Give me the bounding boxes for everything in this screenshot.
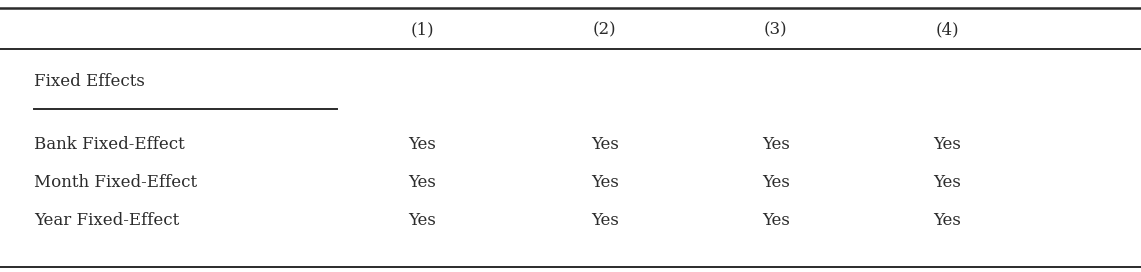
Text: Fixed Effects: Fixed Effects (34, 73, 145, 90)
Text: Yes: Yes (933, 212, 961, 229)
Text: Yes: Yes (591, 136, 618, 153)
Text: (2): (2) (593, 21, 616, 38)
Text: Month Fixed-Effect: Month Fixed-Effect (34, 174, 197, 191)
Text: Yes: Yes (408, 212, 436, 229)
Text: Bank Fixed-Effect: Bank Fixed-Effect (34, 136, 185, 153)
Text: Yes: Yes (591, 212, 618, 229)
Text: (3): (3) (764, 21, 787, 38)
Text: Yes: Yes (762, 174, 790, 191)
Text: Yes: Yes (762, 136, 790, 153)
Text: Yes: Yes (933, 136, 961, 153)
Text: (1): (1) (411, 21, 434, 38)
Text: Yes: Yes (591, 174, 618, 191)
Text: (4): (4) (936, 21, 958, 38)
Text: Yes: Yes (933, 174, 961, 191)
Text: Yes: Yes (408, 174, 436, 191)
Text: Yes: Yes (408, 136, 436, 153)
Text: Yes: Yes (762, 212, 790, 229)
Text: Year Fixed-Effect: Year Fixed-Effect (34, 212, 179, 229)
